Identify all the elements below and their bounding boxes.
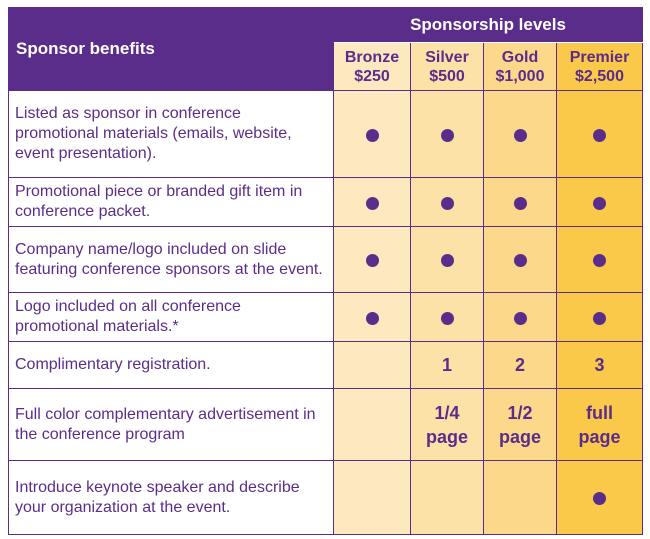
sponsorship-levels-header: Sponsorship levels [332,7,644,43]
level-name: Gold [501,48,539,66]
cell-value: 1 [441,355,452,375]
table-row: Full color complementary advertisement i… [8,388,644,461]
cell-premier [555,460,644,535]
cell-silver: 1 [410,341,484,389]
sponsorship-table: Sponsor benefits Sponsorship levels Bron… [8,7,644,535]
cell-bronze [333,460,411,535]
cell-premier [555,90,644,178]
cell-premier [555,177,644,227]
level-name: Bronze [344,48,400,66]
cell-gold [483,226,557,293]
cell-bronze [333,177,411,227]
table-row: Listed as sponsor in conference promotio… [8,90,644,178]
level-header-row: Bronze $250 Silver $500 Gold $1,000 Premier $2,… [9,42,644,91]
level-price: $250 [354,67,390,85]
cell-silver [410,226,484,293]
filled-circle-icon [593,254,606,268]
cell-premier: 3 [555,341,644,389]
cell-bronze [333,341,411,389]
benefit-label: Introduce keynote speaker and describe y… [8,460,334,535]
cell-bronze [333,388,411,461]
filled-circle-icon [440,196,454,210]
level-name: Premier [569,48,630,66]
sponsorship-table-wrapper: Sponsor benefits Sponsorship levels Bron… [8,7,644,535]
cell-gold [483,292,557,342]
cell-gold [483,177,557,227]
filled-circle-icon [440,254,454,268]
benefit-label: Company name/logo included on slide feat… [8,226,334,293]
filled-circle-icon [513,128,527,142]
cell-value: full page [578,402,621,447]
level-price: $1,000 [495,67,545,85]
filled-circle-icon [593,128,606,142]
sponsor-benefits-header: Sponsor benefits [8,7,334,91]
filled-circle-icon [440,128,454,142]
cell-silver: 1/4 page [410,388,484,461]
level-header-bronze: Bronze $250 [333,42,411,91]
cell-silver [410,177,484,227]
benefits-body: Listed as sponsor in conference promotio… [8,90,644,535]
filled-circle-icon [593,311,606,325]
cell-bronze [333,226,411,293]
cell-premier [555,292,644,342]
level-price: $2,500 [575,67,624,85]
cell-premier: full page [555,388,644,461]
cell-gold: 1/2 page [483,388,557,461]
level-name: Silver [425,48,469,66]
table-row: Introduce keynote speaker and describe y… [8,460,644,535]
cell-bronze [333,292,411,342]
table-row: Logo included on all conference promotio… [8,292,644,342]
cell-value: 1/2 page [498,402,541,447]
benefit-label: Full color complementary advertisement i… [8,388,334,461]
filled-circle-icon [365,196,379,210]
benefit-label: Complimentary registration. [8,341,334,389]
filled-circle-icon [593,492,606,506]
cell-value: 3 [594,355,605,375]
filled-circle-icon [440,311,454,325]
table-row: Promotional piece or branded gift item i… [8,177,644,227]
table-row: Complimentary registration. 1 2 3 [8,341,644,389]
benefit-label: Promotional piece or branded gift item i… [8,177,334,227]
filled-circle-icon [513,311,527,325]
cell-silver [410,460,484,535]
filled-circle-icon [513,254,527,268]
level-header-gold: Gold $1,000 [483,42,557,91]
level-header-premier: Premier $2,500 [555,42,644,91]
cell-silver [410,292,484,342]
cell-value: 2 [514,355,525,375]
table-row: Company name/logo included on slide feat… [8,226,644,293]
benefit-label: Listed as sponsor in conference promotio… [8,90,334,178]
level-price: $500 [429,67,465,85]
benefit-label: Logo included on all conference promotio… [8,292,334,342]
cell-silver [410,90,484,178]
filled-circle-icon [365,311,379,325]
cell-bronze [333,90,411,178]
cell-premier [555,226,644,293]
filled-circle-icon [365,254,379,268]
cell-gold [483,460,557,535]
filled-circle-icon [593,196,606,210]
filled-circle-icon [365,128,379,142]
cell-value: 1/4 page [425,402,468,447]
filled-circle-icon [513,196,527,210]
cell-gold: 2 [483,341,557,389]
level-header-silver: Silver $500 [410,42,484,91]
cell-gold [483,90,557,178]
